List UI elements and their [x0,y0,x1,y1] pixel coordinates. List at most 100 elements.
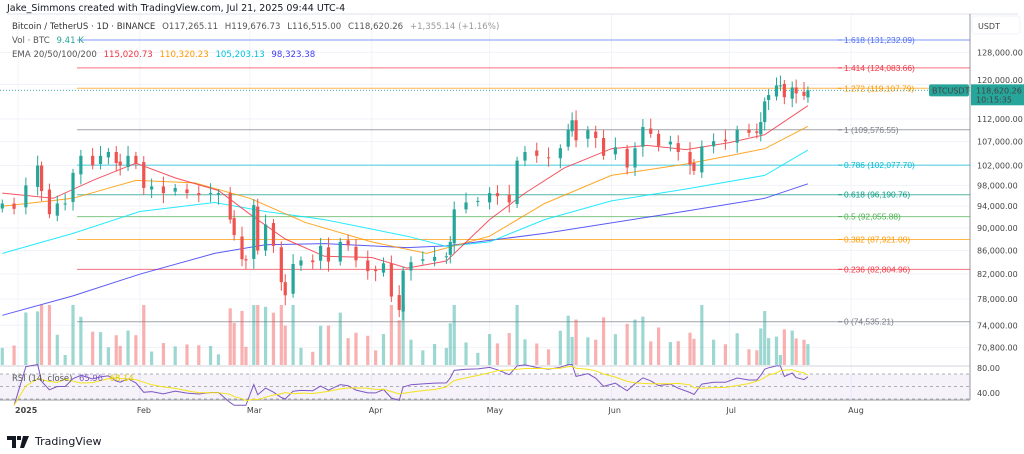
candle-body [12,203,16,209]
bar-countdown: 10:15:35 [976,95,1012,104]
volume-bar [39,305,44,365]
candle-body [47,189,52,215]
rsi-legend: RSI (14, close) 65.96 68.14 [12,373,138,383]
volume-bar [173,346,177,365]
candle-body [252,205,256,259]
candle-body [558,148,562,159]
ema-legend: EMA 20/50/100/200 115,020.73 110,320.23 … [12,50,319,60]
volume-bar [299,347,303,365]
price-chart[interactable]: 1.618 (131,232.09) 1.414 (124,083.66) 1.27… [0,0,1024,430]
volume-bar [778,355,783,365]
candle-body [173,187,177,192]
candle-body [535,150,539,156]
candle [700,140,704,178]
volume-bar [759,328,763,365]
candle [566,123,570,151]
candle [625,144,629,175]
rsi-label[interactable]: RSI (14, close) [12,373,73,383]
candle-body [24,185,28,208]
volume-bar [692,338,696,365]
volume-bar [142,305,146,365]
volume-bar [668,342,672,365]
symbol-name[interactable]: Bitcoin / TetherUS · 1D · BINANCE [12,22,156,32]
ema100-value: 105,203.13 [215,50,265,60]
fib-label-0.618: 0.618 (96,190.76) [844,190,910,200]
symbol-tag-bg [929,84,969,97]
candle-body [523,152,527,161]
volume-bar [774,336,779,365]
candle [232,210,236,241]
volume-bar [24,312,28,365]
candle [283,274,287,306]
price-change: +1,355.14 (+1.16%) [409,22,500,32]
candle [106,148,110,165]
volume-bar [71,305,75,365]
ema20-line [2,105,809,269]
candle-body [291,263,295,294]
candle-body [263,224,268,251]
volume-bar [574,319,578,365]
candle [173,183,177,196]
time-tick: May [487,406,504,415]
candle-body [421,259,425,261]
volume-bar [515,305,519,365]
rsi-ma-value: 68.14 [109,373,134,383]
candle-body [311,260,315,263]
candle-body [688,152,692,165]
candle [244,255,248,269]
fib-label-0.382: 0.382 (87,921.00) [844,234,910,244]
volume-bar [374,350,378,365]
candle-body [256,206,260,251]
candle-body [106,152,110,158]
volume-bar [197,345,201,365]
candle [574,110,578,148]
candle [613,137,617,160]
candle [326,237,331,272]
candle [444,252,448,264]
volume-label[interactable]: Vol · BTC [12,36,50,46]
candle-body [142,162,146,188]
volume-bar [806,344,810,365]
volume-bar [244,346,248,365]
candle [63,193,67,211]
candle-body [0,203,4,209]
candle [641,119,645,157]
candle [558,144,562,169]
candle-body [228,193,232,220]
volume-bar [240,310,244,365]
fib-label-0.5: 0.5 (92,055.88) [844,212,901,222]
volume-bar [256,305,260,365]
candle-body [755,131,759,133]
volume-bar [444,347,448,365]
rsi-tick: 80.00 [977,364,1000,373]
candle-body [118,161,122,166]
volume-bar [794,338,798,365]
candle-body [444,256,448,258]
candle-body [126,155,130,167]
volume-bar [79,316,83,365]
candle [782,79,786,105]
candle [389,255,393,303]
ema100-line [2,149,809,254]
volume-bar [546,349,551,365]
price-tick: 98,000.00 [977,181,1018,190]
price-tick: 70,800.00 [977,343,1018,352]
candle-body [381,263,386,273]
tradingview-logo[interactable]: TradingView [7,435,101,448]
volume-bar [688,332,692,365]
candle-body [448,241,452,255]
candle [114,146,118,172]
price-tick: 90,000.00 [977,224,1018,233]
candle-body [806,90,810,98]
candle [747,123,751,137]
volume-bar [409,339,413,365]
price-tick: 102,000.00 [977,161,1023,170]
candle-body [299,260,303,266]
price-tick: 82,000.00 [977,270,1018,279]
volume-bar [625,323,629,365]
ema50-line [2,125,809,254]
candle [495,185,500,205]
ema-label[interactable]: EMA 20/50/100/200 [12,50,97,60]
candle [39,161,44,202]
symbol-tag: BTCUSDT [932,86,970,95]
